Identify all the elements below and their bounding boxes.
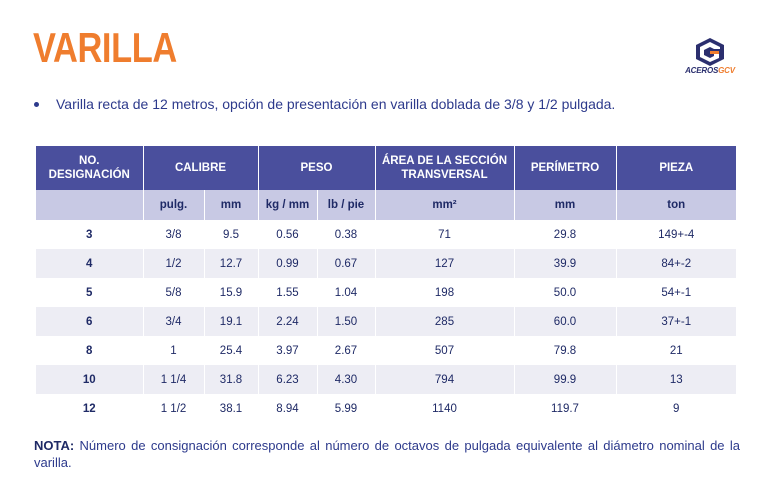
table-cell: 39.9 <box>514 249 617 278</box>
table-cell: 1140 <box>375 394 515 423</box>
gcv-logo-icon <box>696 38 724 66</box>
table-cell: 71 <box>375 220 515 249</box>
table-cell: 8 <box>36 336 144 365</box>
header-perimetro: PERÍMETRO <box>514 146 617 190</box>
table-cell: 1.04 <box>317 278 376 307</box>
table-cell: 3/8 <box>143 220 205 249</box>
table-cell: 6 <box>36 307 144 336</box>
table-cell: 3.97 <box>258 336 318 365</box>
table-cell: 25.4 <box>204 336 259 365</box>
logo-text: ACEROSGCV <box>685 66 735 75</box>
table-cell: 507 <box>375 336 515 365</box>
table-row: 6 3/4 19.1 2.24 1.50 285 60.0 37+-1 <box>36 307 736 336</box>
table-cell: 149+-4 <box>658 228 695 241</box>
table-cell: 19.1 <box>204 307 259 336</box>
company-logo: ACEROSGCV <box>680 38 740 80</box>
table-cell: 2.67 <box>317 336 376 365</box>
table-cell: 13 <box>616 365 736 394</box>
page-title: VARILLA <box>33 24 177 71</box>
subheader-cell: mm² <box>375 190 515 220</box>
table-cell: 4.30 <box>317 365 376 394</box>
subheader-cell: kg / mm <box>258 190 318 220</box>
table-row: 8 1 25.4 3.97 2.67 507 79.8 21 <box>36 336 736 365</box>
table-cell: 10 <box>36 365 144 394</box>
header-pieza: PIEZA <box>616 146 736 190</box>
subheader-cell: ton <box>616 190 736 220</box>
table-cell: 3/4 <box>143 307 205 336</box>
table-cell: 794 <box>375 365 515 394</box>
table-cell: 9 <box>673 402 680 415</box>
table-cell: 1 1/2 <box>143 394 205 423</box>
table-cell: 198 <box>375 278 515 307</box>
subheader-cell <box>36 190 144 220</box>
table-cell: 9.5 <box>204 220 259 249</box>
table-cell: 99.9 <box>514 365 617 394</box>
table-cell: 31.8 <box>204 365 259 394</box>
table-cell: 50.0 <box>514 278 617 307</box>
table-cell: 0.38 <box>317 220 376 249</box>
bullet-text: Varilla recta de 12 metros, opción de pr… <box>56 96 616 112</box>
bullet-item: Varilla recta de 12 metros, opción de pr… <box>34 96 615 112</box>
subheader-cell: pulg. <box>143 190 205 220</box>
table-cell: 1 1/4 <box>143 365 205 394</box>
table-cell: 38.1 <box>204 394 259 423</box>
table-cell: 5/8 <box>143 278 205 307</box>
note-text: Número de consignación corresponde al nú… <box>34 438 740 470</box>
table-cell: 1 <box>143 336 205 365</box>
table-cell: 21 <box>669 344 683 357</box>
table-row: 12 1 1/2 38.1 8.94 5.99 1140 119.7 9 <box>36 394 736 423</box>
table-cell: 2.24 <box>258 307 318 336</box>
header-area: ÁREA DE LA SECCIÓN TRANSVERSAL <box>375 146 515 190</box>
table-row: 10 1 1/4 31.8 6.23 4.30 794 99.9 13 <box>36 365 736 394</box>
table-cell: 37+-1 <box>616 307 736 336</box>
table-cell: 285 <box>375 307 515 336</box>
table-cell: 127 <box>375 249 515 278</box>
table-cell: 60.0 <box>514 307 617 336</box>
table-cell: 119.7 <box>514 394 617 423</box>
table-cell: 12.7 <box>204 249 259 278</box>
table-cell: 15.9 <box>204 278 259 307</box>
table-cell: 8.94 <box>258 394 318 423</box>
table-cell: 29.8 <box>514 220 617 249</box>
table-cell: 5 <box>36 278 144 307</box>
footnote: NOTA: Número de consignación corresponde… <box>34 437 740 471</box>
table-cell: 5.99 <box>317 394 376 423</box>
table-cell: 0.56 <box>258 220 318 249</box>
table-subheader-row: pulg. mm kg / mm lb / pie mm² mm ton <box>36 190 736 220</box>
header-designacion: NO. DESIGNACIÓN <box>36 146 144 190</box>
table-cell: 54+-1 <box>661 286 692 299</box>
note-label: NOTA: <box>34 438 75 453</box>
table-cell: 84+-2 <box>616 249 736 278</box>
rebar-spec-table: NO. DESIGNACIÓN CALIBRE PESO ÁREA DE LA S… <box>36 146 736 423</box>
subheader-cell: mm <box>514 190 617 220</box>
header-peso: PESO <box>258 146 376 190</box>
table-cell: 4 <box>36 249 144 278</box>
subheader-cell: mm <box>204 190 259 220</box>
table-cell: 0.67 <box>317 249 376 278</box>
table-row: 3 3/8 9.5 0.56 0.38 71 29.8 149+-4 <box>36 220 736 249</box>
table-row: 5 5/8 15.9 1.55 1.04 198 50.0 54+-1 <box>36 278 736 307</box>
table-cell: 79.8 <box>514 336 617 365</box>
bullet-dot-icon <box>34 101 39 107</box>
table-cell: 3 <box>36 220 144 249</box>
table-cell: 1.55 <box>258 278 318 307</box>
table-cell: 6.23 <box>258 365 318 394</box>
table-header-row: NO. DESIGNACIÓN CALIBRE PESO ÁREA DE LA S… <box>36 146 736 190</box>
table-row: 4 1/2 12.7 0.99 0.67 127 39.9 84+-2 <box>36 249 736 278</box>
table-cell: 12 <box>36 394 144 423</box>
table-cell: 1/2 <box>143 249 205 278</box>
table-cell: 1.50 <box>317 307 376 336</box>
table-cell: 0.99 <box>258 249 318 278</box>
subheader-cell: lb / pie <box>317 190 376 220</box>
header-calibre: CALIBRE <box>143 146 259 190</box>
